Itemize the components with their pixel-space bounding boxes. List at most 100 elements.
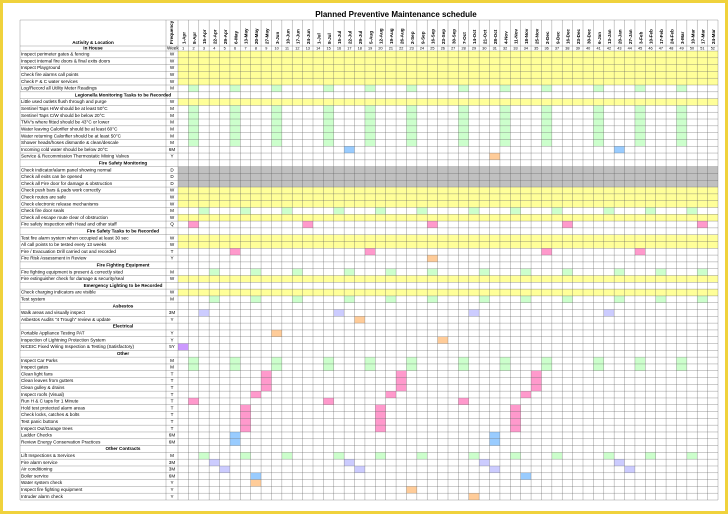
scheduled-cell bbox=[427, 255, 438, 262]
scheduled-cell bbox=[634, 357, 646, 364]
scheduled-cell bbox=[697, 268, 708, 276]
date-label: 27-Jan bbox=[628, 29, 633, 44]
title: Planned Preventive Maintenance schedule bbox=[315, 10, 477, 19]
activity: Fire Risk Assessment in Review bbox=[21, 256, 87, 261]
scheduled-cell bbox=[541, 357, 552, 364]
scheduled-cell bbox=[593, 119, 604, 126]
week-number: 51 bbox=[700, 47, 704, 51]
scheduled-cell bbox=[240, 411, 251, 419]
scheduled-cell bbox=[406, 363, 417, 371]
scheduled-cell bbox=[385, 268, 397, 276]
frequency: W bbox=[170, 276, 175, 281]
scheduled-cell bbox=[427, 221, 438, 228]
date-label: 2-Dec bbox=[545, 31, 550, 44]
section-heading: Other bbox=[117, 351, 129, 356]
date-label: 29-Apr bbox=[223, 29, 228, 44]
scheduled-cell bbox=[344, 295, 355, 303]
scheduled-cell bbox=[562, 221, 573, 228]
frequency: 5Y bbox=[169, 344, 175, 349]
header-frequency: Frequency bbox=[169, 20, 174, 44]
date-label: 23-Dec bbox=[576, 28, 581, 44]
activity: Check charging indicators are visible bbox=[21, 290, 96, 295]
scheduled-cell bbox=[624, 465, 635, 473]
scheduled-cell bbox=[188, 112, 199, 120]
frequency: Y bbox=[170, 337, 173, 342]
scheduled-cell bbox=[364, 357, 376, 364]
week-number: 7 bbox=[244, 47, 246, 51]
scheduled-cell bbox=[271, 125, 282, 133]
scheduled-cell bbox=[686, 452, 698, 460]
scheduled-cell bbox=[229, 85, 241, 92]
frequency: 6M bbox=[169, 439, 176, 444]
date-label: 28-Oct bbox=[493, 29, 498, 44]
week-number: 44 bbox=[628, 47, 632, 51]
date-label: 3-Mar bbox=[680, 32, 685, 44]
scheduled-cell bbox=[364, 105, 376, 113]
scheduled-cell bbox=[323, 105, 334, 113]
section-heading: Legionella Monitoring Tasks to be Record… bbox=[75, 92, 172, 97]
week-number: 2 bbox=[193, 47, 195, 51]
frequency: T bbox=[171, 371, 174, 376]
scheduled-cell bbox=[229, 132, 241, 140]
scheduled-cell bbox=[427, 295, 438, 303]
frequency: W bbox=[170, 215, 175, 220]
activity: Check all exits can be opened bbox=[21, 174, 83, 179]
scheduled-cell bbox=[520, 268, 532, 276]
scheduled-cell bbox=[593, 357, 604, 364]
scheduled-cell bbox=[541, 363, 552, 371]
section-heading: Fire Fighting Equipment bbox=[97, 263, 150, 268]
date-label: 19-Aug bbox=[389, 28, 394, 44]
scheduled-cell bbox=[396, 370, 407, 378]
scheduled-cell bbox=[240, 452, 251, 460]
week-number: 4 bbox=[213, 47, 215, 51]
date-label: 15-Jul bbox=[337, 31, 342, 44]
activity: Check electronic release mechanisms bbox=[21, 201, 99, 206]
week-number: 38 bbox=[565, 47, 569, 51]
week-number: 9 bbox=[265, 47, 267, 51]
date-label: 20-Jan bbox=[618, 29, 623, 44]
activity: Test fire alarm system when occupied at … bbox=[21, 235, 129, 240]
frequency: M bbox=[170, 86, 174, 91]
frequency: M bbox=[170, 358, 174, 363]
frequency: T bbox=[171, 249, 174, 254]
scheduled-cell bbox=[323, 363, 334, 371]
scheduled-cell bbox=[333, 452, 345, 460]
scheduled-cell bbox=[499, 357, 511, 364]
scheduled-cell bbox=[198, 309, 210, 317]
frequency: M bbox=[170, 140, 174, 145]
week-number: 10 bbox=[275, 47, 279, 51]
scheduled-cell bbox=[489, 438, 500, 446]
frequency: Q bbox=[170, 222, 174, 227]
frequency: Y bbox=[170, 154, 173, 159]
week-number: 22 bbox=[399, 47, 403, 51]
date-label: 8-Apr bbox=[192, 32, 197, 44]
scheduled-cell bbox=[468, 493, 480, 500]
scheduled-cell bbox=[614, 295, 625, 303]
scheduled-cell bbox=[427, 268, 438, 276]
scheduled-cell bbox=[489, 153, 500, 160]
scheduled-cell bbox=[499, 132, 511, 140]
week-number: 42 bbox=[607, 47, 611, 51]
frequency: W bbox=[170, 201, 175, 206]
frequency: M bbox=[170, 126, 174, 131]
scheduled-cell bbox=[531, 384, 542, 392]
scheduled-cell bbox=[499, 112, 511, 120]
scheduled-cell bbox=[468, 207, 480, 215]
scheduled-cell bbox=[510, 418, 521, 426]
date-label: 4-Nov bbox=[503, 31, 508, 44]
scheduled-cell bbox=[676, 85, 687, 92]
activity: Little used outlets flush through and pu… bbox=[21, 99, 107, 104]
date-label: 3-Feb bbox=[638, 32, 643, 44]
activity: Clean gulley & drains bbox=[21, 385, 65, 390]
date-label: 17-Jun bbox=[296, 29, 301, 44]
scheduled-cell bbox=[292, 268, 303, 276]
scheduled-cell bbox=[416, 452, 428, 460]
scheduled-cell bbox=[178, 343, 189, 351]
activity: Inspection of Lightning Protection Syste… bbox=[21, 337, 106, 342]
scheduled-cell bbox=[229, 125, 241, 133]
scheduled-cell bbox=[541, 139, 552, 147]
scheduled-cell bbox=[676, 357, 687, 364]
scheduled-cell bbox=[499, 363, 511, 371]
scheduled-cell bbox=[614, 459, 625, 466]
frequency: W bbox=[170, 235, 175, 240]
